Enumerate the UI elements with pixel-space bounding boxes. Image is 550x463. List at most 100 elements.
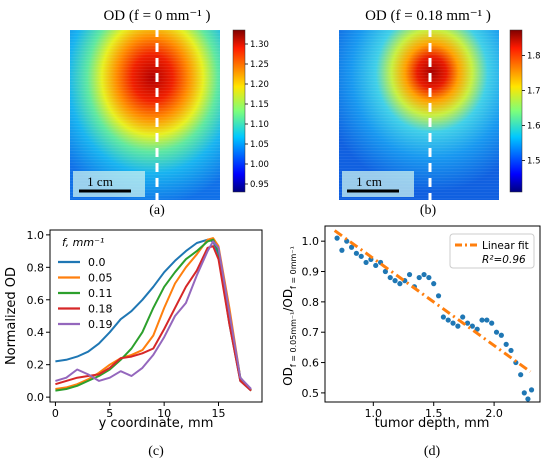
legend-title: f, mm⁻¹	[62, 236, 104, 249]
y-tick-label: 0.6	[27, 294, 45, 307]
colorbar-tick-label: 1.15	[250, 100, 269, 110]
data-point	[450, 320, 456, 326]
plot-c: 0 5 10 15 0.0 0.2 0.4 0.6 0.8 1.0 f, mm⁻¹ 0.0 0.05 0.…	[27, 229, 252, 420]
colorbar-tick-label: 1.7	[527, 87, 541, 97]
ylabel-sub-a: f = 0.05mm⁻¹	[289, 312, 298, 367]
x-tick-label: 0	[52, 407, 59, 420]
data-point	[445, 317, 451, 323]
y-tick-label: 0.0	[27, 391, 45, 404]
plot-d-xlabel: tumor depth, mm	[375, 416, 490, 431]
data-point	[431, 281, 437, 287]
data-point	[373, 262, 379, 269]
y-tick-label: 0.5	[302, 387, 320, 400]
plot-c-frame	[49, 229, 263, 403]
legend-label: 0.18	[88, 303, 113, 316]
ylabel-od-a: OD	[281, 367, 295, 386]
data-point	[469, 323, 475, 329]
panel-a-title: OD (f = 0 mm⁻¹ )	[103, 8, 210, 24]
panel-d: 1.0 1.5 2.0 0.5 0.6 0.7 0.8 0.9 1.0 Linear fit R²=…	[281, 225, 541, 459]
y-tick-label: 1.0	[302, 235, 320, 248]
data-point	[348, 244, 355, 250]
colorbar-tick-label: 1.05	[250, 140, 269, 150]
data-point	[435, 293, 442, 299]
legend-label: Linear fit	[482, 240, 529, 252]
panel-c: 0 5 10 15 0.0 0.2 0.4 0.6 0.8 1.0 f, mm⁻¹ 0.0 0.05 0.…	[4, 229, 263, 459]
ylabel-sep: /OD	[281, 289, 295, 312]
legend-label: 0.0	[88, 256, 106, 269]
data-point	[503, 341, 509, 347]
x-tick-label: 2.0	[485, 407, 503, 420]
colorbar-tick-label: 1.25	[250, 60, 269, 70]
x-tick-label: 10	[157, 407, 171, 420]
data-point	[426, 274, 432, 281]
plot-c-xlabel: y coordinate, mm	[99, 416, 214, 431]
caption-d: (d)	[424, 444, 441, 459]
colorbar-b	[509, 29, 523, 193]
x-tick-label: 1.5	[425, 407, 443, 420]
data-point	[464, 320, 471, 326]
data-point	[421, 271, 427, 278]
y-tick-label: 0.6	[302, 357, 320, 370]
y-tick-label: 0.9	[302, 266, 320, 279]
data-point	[460, 314, 466, 320]
plot-c-ylabel: Normalized OD	[4, 267, 19, 365]
data-point	[382, 268, 388, 275]
y-tick-label: 1.0	[27, 229, 45, 242]
colorbar-a	[232, 29, 246, 193]
series-line-0.0	[55, 238, 252, 392]
colorbar-tick-label: 1.10	[250, 120, 269, 130]
colorbar-tick-label: 1.5	[527, 157, 541, 167]
data-point	[392, 278, 398, 284]
y-tick-label: 0.4	[27, 326, 45, 339]
data-point	[440, 314, 446, 320]
data-point	[498, 332, 504, 338]
legend-label: 0.05	[88, 272, 113, 285]
legend-r2: R²=0.96	[482, 254, 526, 266]
ylabel-sub-b: f = 0mm⁻¹	[289, 246, 298, 289]
data-point	[397, 281, 403, 287]
caption-b: (b)	[420, 203, 437, 218]
y-tick-label: 0.7	[302, 326, 320, 339]
plot-d: 1.0 1.5 2.0 0.5 0.6 0.7 0.8 0.9 1.0 Linear fit R²=…	[302, 229, 535, 420]
data-point	[474, 326, 480, 332]
panel-a: OD (f = 0 mm⁻¹ ) 1 cm 1.301.251.201.151.…	[70, 8, 269, 218]
x-tick-label: 15	[212, 407, 226, 420]
data-point	[387, 274, 393, 281]
scalebar-b-box	[342, 171, 414, 197]
series-line-0.11	[55, 238, 252, 392]
data-point	[339, 247, 345, 253]
panel-b: OD (f = 0.18 mm⁻¹ ) 1 cm 1.8 1.7 1.6 1.5 (b…	[339, 8, 541, 218]
colorbar-tick-label: 1.20	[250, 80, 269, 90]
data-point	[493, 329, 500, 335]
data-point	[363, 259, 369, 266]
caption-a: (a)	[149, 203, 165, 218]
data-point	[334, 235, 340, 241]
x-tick-label: 1.0	[365, 407, 383, 420]
data-point	[528, 387, 535, 393]
y-tick-label: 0.8	[302, 296, 320, 309]
y-tick-label: 0.2	[27, 359, 45, 372]
data-point	[479, 317, 485, 323]
data-point	[508, 347, 514, 354]
scalebar-a-label: 1 cm	[87, 174, 113, 189]
y-tick-label: 0.8	[27, 261, 45, 274]
data-point	[521, 390, 527, 396]
data-point	[489, 320, 495, 326]
fit-line	[333, 229, 532, 373]
series-line-0.05	[55, 237, 252, 392]
data-point	[525, 396, 531, 402]
x-tick-label: 5	[106, 407, 113, 420]
plot-d-ylabel: ODf = 0.05mm⁻¹/ODf = 0mm⁻¹	[281, 246, 298, 386]
scalebar-a-box	[73, 171, 145, 197]
legend-label: 0.11	[88, 287, 113, 300]
data-point	[518, 372, 524, 378]
data-point	[455, 323, 461, 329]
data-point	[484, 317, 490, 323]
data-point	[416, 274, 422, 281]
panel-b-title: OD (f = 0.18 mm⁻¹ )	[365, 8, 491, 24]
colorbar-b-ticks: 1.8 1.7 1.6 1.5	[522, 52, 541, 167]
caption-c: (c)	[148, 444, 164, 459]
series-line-0.19	[55, 240, 252, 390]
plot-d-frame	[324, 225, 541, 403]
